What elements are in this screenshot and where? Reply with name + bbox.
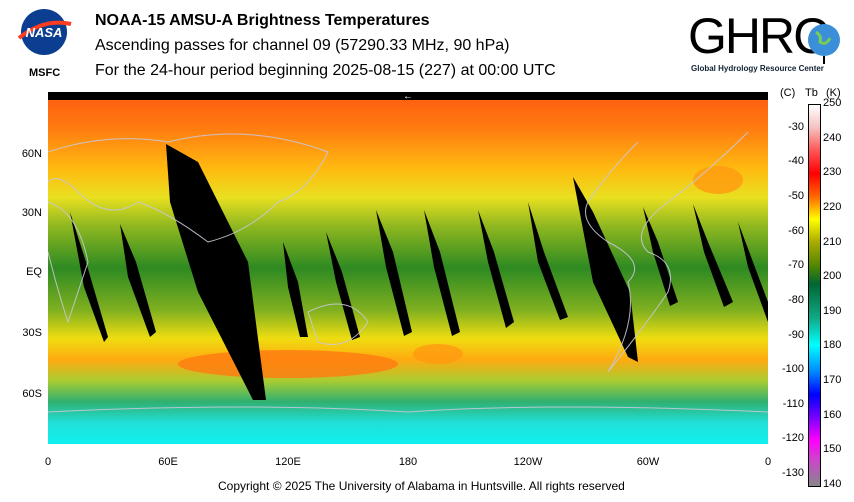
lat-label-60n: 60N — [21, 148, 42, 160]
colorbar-kelvin-tick: 240 — [823, 131, 842, 144]
ghrc-logo-text: GHRC — [688, 8, 829, 64]
lon-label-180: 180 — [398, 456, 418, 468]
map-image: ← — [48, 92, 768, 444]
colorbar-celsius-tick: -120 — [781, 432, 804, 445]
colorbar-kelvin-tick: 150 — [823, 443, 842, 456]
nasa-sub-label: MSFC — [29, 67, 61, 79]
nasa-logo: NASA — [14, 8, 74, 58]
colorbar-celsius-tick: -100 — [781, 363, 804, 376]
colorbar-celsius-tick: -50 — [788, 189, 804, 202]
title-line2: Ascending passes for channel 09 (57290.3… — [95, 37, 510, 54]
colorbar-kelvin-tick: 210 — [823, 235, 842, 248]
colorbar-kelvin-tick: 190 — [823, 304, 842, 317]
colorbar-kelvin-tick: 250 — [823, 97, 842, 109]
colorbar-kelvin-tick: 220 — [823, 200, 842, 213]
colorbar-header-k: (K) — [826, 87, 841, 99]
colorbar-kelvin-tick: 180 — [823, 339, 842, 352]
colorbar-celsius-tick: -60 — [788, 224, 804, 237]
lat-label-30s: 30S — [22, 327, 42, 339]
lon-label-0: 0 — [44, 456, 52, 468]
colorbar-celsius-tick: -110 — [782, 397, 804, 410]
svg-text:NASA: NASA — [26, 25, 63, 40]
colorbar-celsius-tick: -40 — [788, 155, 804, 168]
ghrc-logo: GHRC Global Hydrology Resource Center — [688, 8, 848, 74]
data-gap-swaths — [70, 144, 768, 400]
lat-label-60s: 60S — [22, 388, 42, 400]
lat-label-30n: 30N — [21, 207, 42, 219]
copyright: Copyright © 2025 The University of Alaba… — [218, 479, 625, 493]
lat-label-eq: EQ — [26, 266, 42, 278]
colorbar-celsius-tick: -90 — [788, 328, 804, 341]
lon-label-60e: 60E — [158, 456, 178, 468]
colorbar-celsius-tick: -70 — [788, 259, 804, 272]
colorbar — [808, 104, 821, 487]
colorbar-kelvin-tick: 170 — [823, 374, 842, 387]
ghrc-logo-subtitle: Global Hydrology Resource Center — [691, 64, 824, 73]
colorbar-kelvin-tick: 160 — [823, 408, 842, 421]
lon-label-60w: 60W — [636, 456, 660, 468]
colorbar-celsius-tick: -30 — [788, 120, 804, 133]
colorbar-celsius-tick: -80 — [788, 293, 804, 306]
lon-label-120w: 120W — [513, 456, 543, 468]
colorbar-celsius-tick: -130 — [781, 467, 804, 480]
colorbar-header-tb: Tb — [805, 87, 818, 99]
title-line3: For the 24-hour period beginning 2025-08… — [95, 62, 556, 79]
coastlines — [48, 131, 768, 413]
lon-label-120e: 120E — [275, 456, 301, 468]
colorbar-kelvin-tick: 230 — [823, 166, 842, 179]
orbit-direction-arrow: ← — [403, 92, 413, 102]
colorbar-kelvin-tick: 140 — [823, 478, 842, 490]
title-line1: NOAA-15 AMSU-A Brightness Temperatures — [95, 12, 430, 29]
brightness-temperature-map: ← — [48, 92, 768, 444]
lon-label-0-end: 0 — [764, 456, 772, 468]
colorbar-kelvin-tick: 200 — [823, 270, 842, 283]
colorbar-header-c: (C) — [780, 87, 796, 99]
